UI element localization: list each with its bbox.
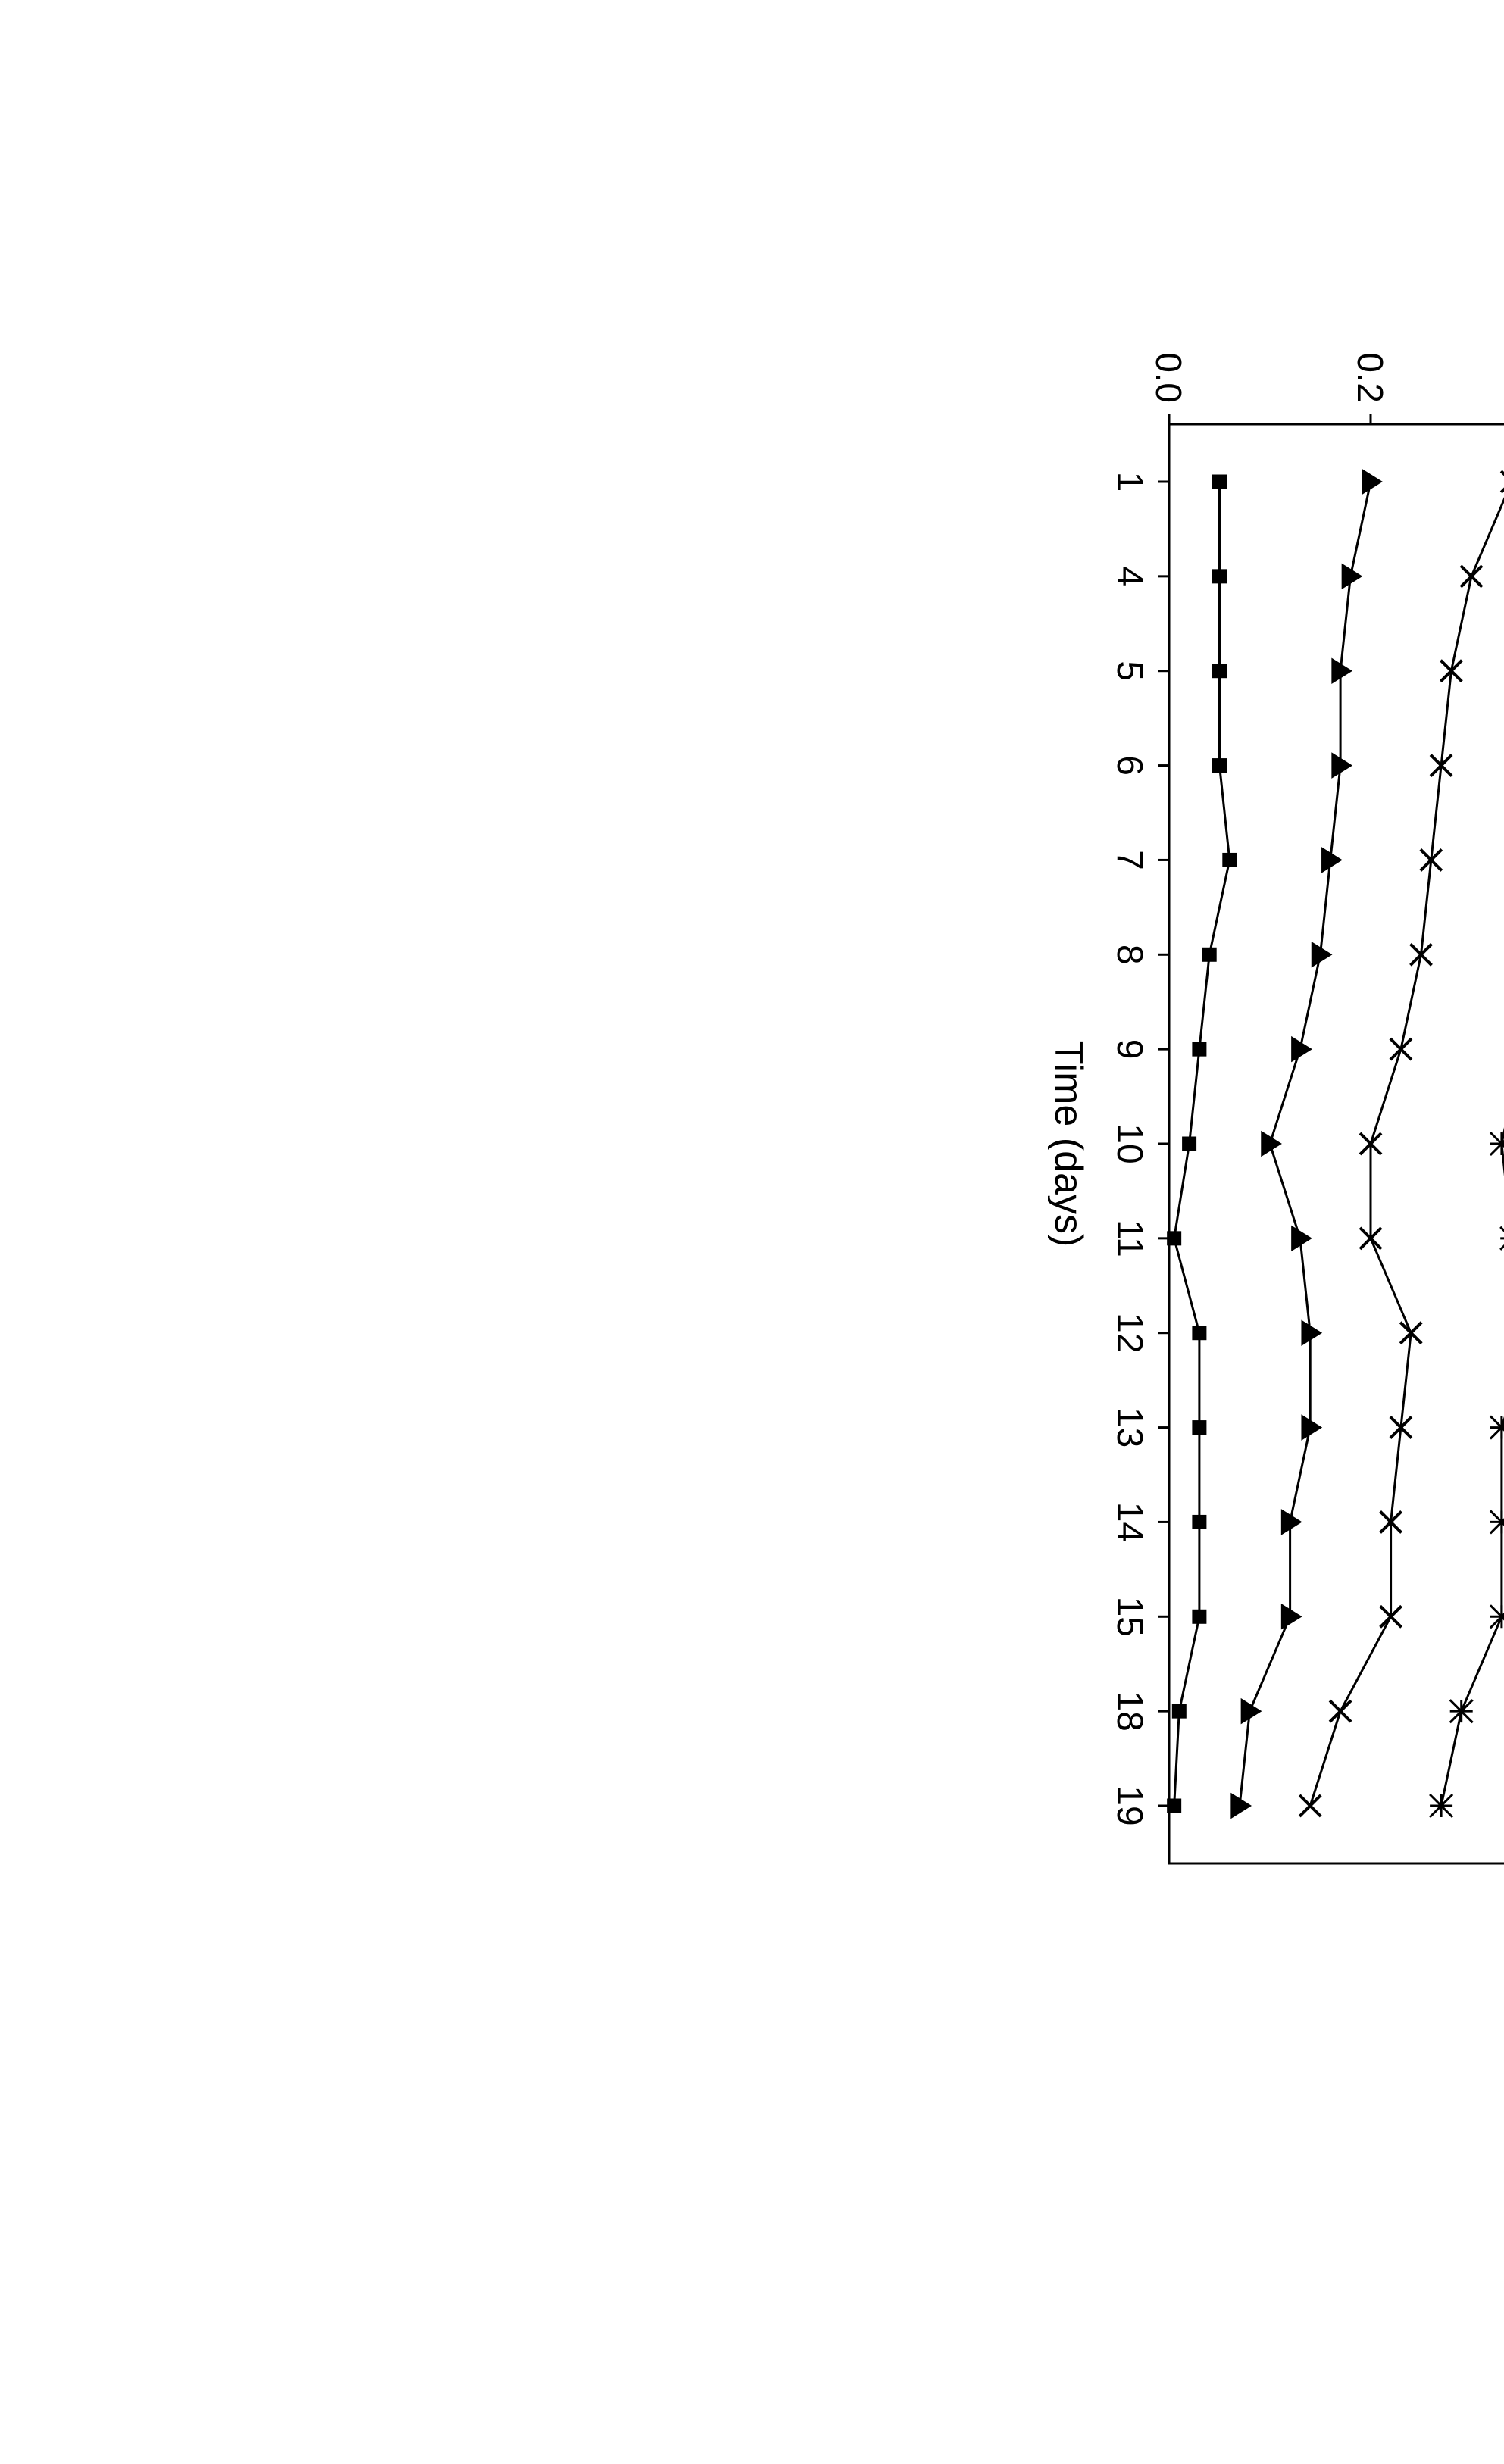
svg-text:Time (days): Time (days) (1048, 1041, 1090, 1248)
svg-text:13: 13 (1109, 1407, 1149, 1447)
page-rotated-container: Figure 2 0.00.20.40.60.81.01456789101112… (30, 30, 1504, 1534)
svg-text:8: 8 (1109, 945, 1149, 965)
svg-text:15: 15 (1109, 1597, 1149, 1637)
svg-text:9: 9 (1109, 1039, 1149, 1060)
svg-text:1: 1 (1109, 472, 1149, 492)
svg-text:0.0: 0.0 (1148, 352, 1188, 403)
chart-svg: 0.00.20.40.60.81.01456789101112131415181… (1048, 318, 1504, 1871)
svg-text:4: 4 (1109, 567, 1149, 587)
svg-text:11: 11 (1109, 1220, 1149, 1257)
svg-text:6: 6 (1109, 755, 1149, 776)
svg-text:0.2: 0.2 (1349, 352, 1390, 403)
svg-text:19: 19 (1109, 1785, 1149, 1825)
svg-text:5: 5 (1109, 661, 1149, 681)
svg-text:12: 12 (1109, 1313, 1149, 1353)
svg-text:14: 14 (1109, 1502, 1149, 1542)
svg-text:18: 18 (1109, 1691, 1149, 1731)
figure-canvas: Figure 2 0.00.20.40.60.81.01456789101112… (930, 30, 1504, 2434)
svg-text:7: 7 (1109, 850, 1149, 870)
svg-text:10: 10 (1109, 1123, 1149, 1163)
line-chart: 0.00.20.40.60.81.01456789101112131415181… (980, 318, 1504, 1954)
